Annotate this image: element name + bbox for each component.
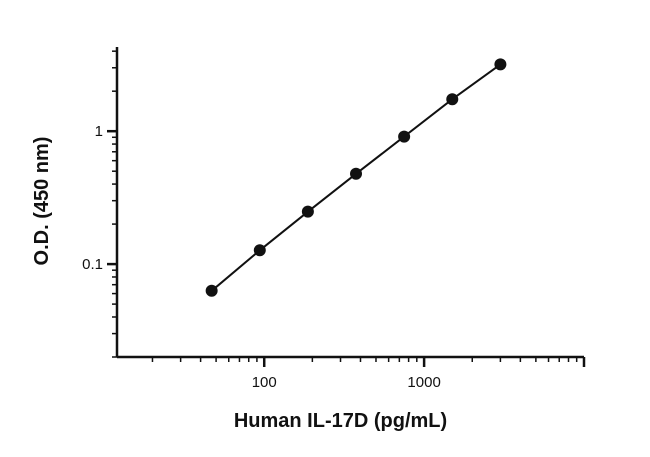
data-point <box>350 167 363 180</box>
y-tick-label: 0.1 <box>82 256 103 273</box>
data-point <box>205 284 218 297</box>
axis-ticks: 0.1 1 100 1000 <box>82 50 586 391</box>
chart-axes <box>115 47 584 359</box>
data-point <box>446 93 459 106</box>
data-point <box>301 205 314 218</box>
x-tick-label: 1000 <box>407 374 440 391</box>
data-point <box>494 58 507 71</box>
y-tick-label: 1 <box>95 123 103 140</box>
data-point <box>253 244 266 257</box>
data-points <box>205 58 507 297</box>
x-tick-label: 100 <box>252 374 277 391</box>
x-axis-title: Human IL-17D (pg/mL) <box>234 410 447 432</box>
data-point <box>398 130 411 143</box>
y-axis-title: O.D. (450 nm) <box>31 137 53 266</box>
